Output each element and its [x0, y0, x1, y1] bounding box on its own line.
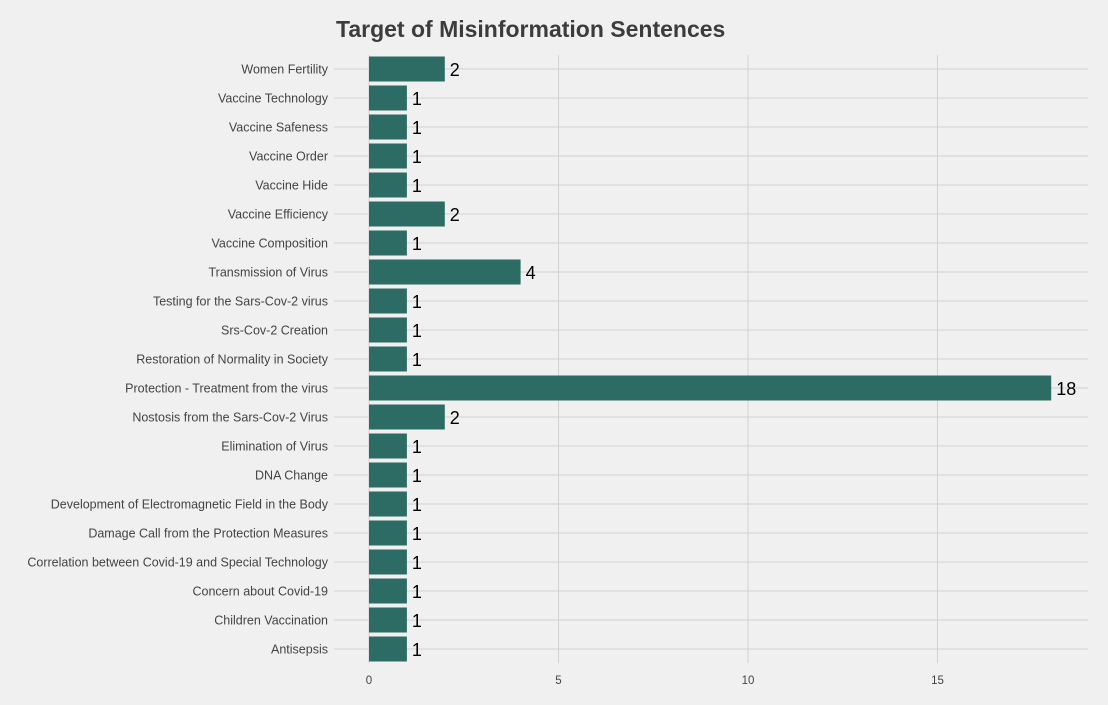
- bar-value-label: 1: [412, 176, 422, 196]
- bar-value-label: 1: [412, 147, 422, 167]
- bar-value-label: 1: [412, 495, 422, 515]
- bar: [369, 317, 407, 343]
- bar-value-label: 2: [450, 408, 460, 428]
- y-category-label: Protection - Treatment from the virus: [125, 382, 328, 396]
- bar: [369, 143, 407, 169]
- bar-value-label: 2: [450, 60, 460, 80]
- bars: [369, 56, 1052, 662]
- bar: [369, 288, 407, 314]
- y-category-label: Concern about Covid-19: [193, 585, 329, 599]
- bar-value-label: 4: [526, 263, 536, 283]
- chart-title: Target of Misinformation Sentences: [336, 16, 725, 42]
- x-tick-label: 10: [742, 675, 755, 687]
- bar-value-label: 1: [412, 350, 422, 370]
- y-category-label: Testing for the Sars-Cov-2 virus: [153, 295, 328, 309]
- bar: [369, 230, 407, 256]
- x-tick-label: 0: [366, 675, 372, 687]
- y-category-label: Correlation between Covid-19 and Special…: [27, 556, 328, 570]
- x-axis-ticks: 0 5 10 15: [366, 675, 944, 687]
- bar: [369, 578, 407, 604]
- y-category-label: Elimination of Virus: [221, 440, 328, 454]
- bar: [369, 636, 407, 662]
- bar-value-label: 1: [412, 292, 422, 312]
- bar: [369, 259, 521, 285]
- bar: [369, 607, 407, 633]
- bar-value-label: 1: [412, 118, 422, 138]
- bar-value-label: 1: [412, 582, 422, 602]
- bar: [369, 114, 407, 140]
- bar-value-label: 1: [412, 437, 422, 457]
- y-category-label: DNA Change: [255, 469, 328, 483]
- y-category-label: Damage Call from the Protection Measures: [88, 527, 328, 541]
- y-category-label: Nostosis from the Sars-Cov-2 Virus: [132, 411, 328, 425]
- bar: [369, 56, 445, 82]
- bar-value-label: 1: [412, 524, 422, 544]
- bar-value-label: 18: [1056, 379, 1076, 399]
- bar-value-label: 1: [412, 553, 422, 573]
- bar: [369, 375, 1052, 401]
- y-category-label: Vaccine Hide: [255, 179, 328, 193]
- y-category-label: Development of Electromagnetic Field in …: [51, 498, 329, 512]
- category-labels: Women Fertility Vaccine Technology Vaccine…: [27, 63, 328, 657]
- x-tick-label: 15: [931, 675, 944, 687]
- y-category-label: Antisepsis: [271, 643, 328, 657]
- bar-value-label: 1: [412, 640, 422, 660]
- y-category-label: Srs-Cov-2 Creation: [221, 324, 328, 338]
- y-category-label: Vaccine Safeness: [229, 121, 328, 135]
- y-category-label: Restoration of Normality in Society: [136, 353, 328, 367]
- bar: [369, 520, 407, 546]
- bar: [369, 462, 407, 488]
- bar-value-label: 2: [450, 205, 460, 225]
- y-category-label: Vaccine Composition: [212, 237, 329, 251]
- bar-value-label: 1: [412, 234, 422, 254]
- value-labels: 2 1 1 1 1 2 1 4 1 1 1 18 2 1 1 1 1 1 1 1 1: [412, 60, 1076, 660]
- bar: [369, 549, 407, 575]
- bar: [369, 433, 407, 459]
- y-category-label: Children Vaccination: [214, 614, 328, 628]
- bar: [369, 201, 445, 227]
- x-tick-label: 5: [555, 675, 561, 687]
- bar-value-label: 1: [412, 611, 422, 631]
- bar-value-label: 1: [412, 466, 422, 486]
- bar: [369, 404, 445, 430]
- y-category-label: Women Fertility: [241, 63, 328, 77]
- bar-value-label: 1: [412, 89, 422, 109]
- bar-value-label: 1: [412, 321, 422, 341]
- y-category-label: Vaccine Efficiency: [228, 208, 329, 222]
- bar: [369, 85, 407, 111]
- y-category-label: Vaccine Technology: [218, 92, 329, 106]
- bar: [369, 491, 407, 517]
- y-category-label: Transmission of Virus: [209, 266, 328, 280]
- bar: [369, 346, 407, 372]
- y-category-label: Vaccine Order: [249, 150, 328, 164]
- bar: [369, 172, 407, 198]
